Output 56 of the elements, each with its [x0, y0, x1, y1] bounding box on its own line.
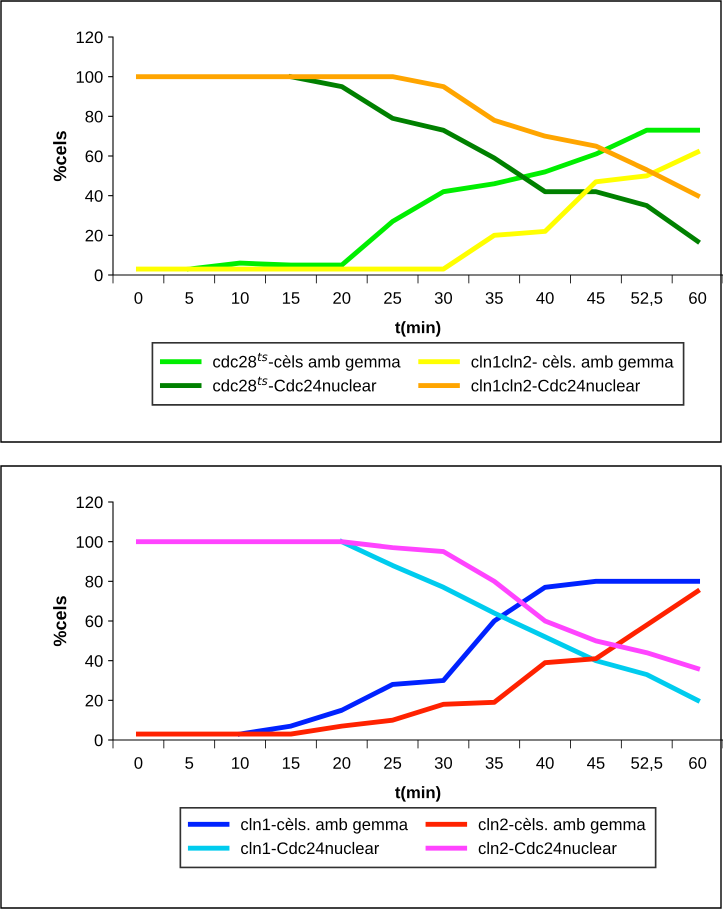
x-tick-label: 10 — [232, 292, 249, 304]
x-tick-label: 20 — [333, 292, 350, 304]
x-tick-label: 10 — [232, 757, 249, 769]
x-tick-label: 25 — [384, 292, 402, 304]
x-tick-label: 25 — [384, 757, 402, 769]
legend-label: cln1-cèls. amb gemma — [241, 818, 408, 834]
y-tick-label: 60 — [86, 150, 103, 162]
legend-label: cln2-cèls. amb gemma — [478, 818, 646, 834]
y-axis-title: %cels — [53, 131, 66, 182]
x-tick-label: 0 — [134, 757, 142, 769]
y-tick-label: 120 — [76, 496, 103, 508]
x-tick-label: 20 — [333, 757, 350, 769]
x-tick-label: 5 — [185, 757, 194, 769]
x-tick-label: 15 — [282, 292, 300, 304]
line-series — [136, 588, 700, 736]
x-tick-label: 30 — [434, 292, 452, 304]
x-tick-label: 15 — [282, 757, 300, 769]
x-tick-label: 60 — [689, 292, 706, 304]
y-tick-label: 80 — [85, 576, 103, 588]
y-tick-label: 100 — [76, 536, 103, 548]
y-tick-label: 0 — [94, 734, 103, 746]
line-series — [136, 74, 700, 198]
legend-label: cln2-Cdc24nuclear — [478, 842, 617, 854]
line-series — [136, 150, 700, 272]
x-tick-label: 40 — [536, 757, 554, 769]
x-tick-label: 52,5 — [631, 292, 662, 306]
x-tick-label: 60 — [689, 757, 706, 769]
legend-label: cln1cln2-Cdc24nuclear — [471, 379, 640, 392]
x-tick-label: 45 — [587, 757, 604, 769]
line-series — [238, 578, 700, 736]
legend-label: cdc28$^{ts}$-Cdc24nuclear — [213, 376, 376, 392]
y-axis-title: %cels — [53, 596, 66, 646]
legend-label: cln1-Cdc24nuclear — [241, 842, 380, 854]
y-tick-label: 60 — [86, 615, 103, 628]
y-tick-label: 40 — [85, 655, 103, 667]
x-tick-label: 52,5 — [631, 757, 662, 771]
line-series — [339, 539, 700, 703]
x-tick-label: 45 — [587, 292, 604, 304]
legend-label: cdc28$^{ts}$-cèls amb gemma — [213, 352, 401, 371]
y-tick-label: 100 — [76, 71, 103, 83]
y-tick-label: 120 — [76, 31, 103, 44]
x-tick-label: 40 — [536, 292, 554, 304]
line-series — [136, 539, 700, 672]
x-tick-label: 5 — [185, 292, 194, 304]
y-tick-label: 40 — [85, 190, 103, 202]
y-tick-label: 0 — [94, 269, 103, 282]
y-tick-label: 20 — [86, 694, 103, 707]
x-axis-title: t(min) — [395, 321, 440, 337]
y-tick-label: 80 — [85, 110, 103, 123]
x-axis-title: t(min) — [395, 786, 440, 802]
y-tick-label: 20 — [86, 230, 103, 242]
legend-label: cln1cln2- cèls. amb gemma — [471, 355, 674, 371]
x-tick-label: 0 — [134, 292, 142, 304]
x-tick-label: 35 — [486, 757, 503, 769]
x-tick-label: 30 — [434, 757, 452, 769]
x-tick-label: 35 — [486, 292, 503, 304]
